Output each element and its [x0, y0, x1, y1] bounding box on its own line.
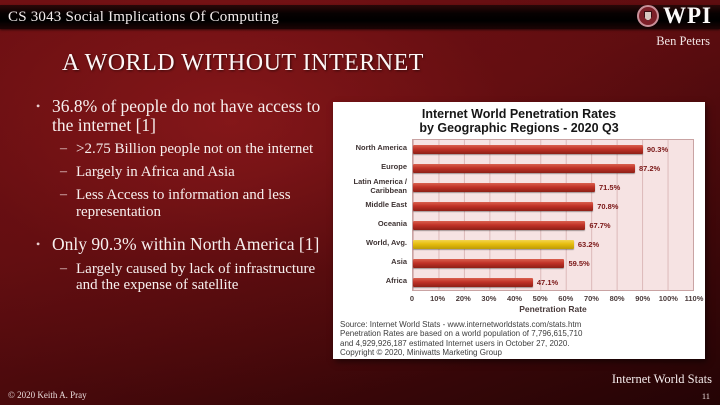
chart-category-label: Latin America / Caribbean [353, 177, 408, 195]
chart-bar [413, 278, 533, 287]
chart-bar-value-label: 63.2% [577, 240, 600, 249]
chart-bar-row: 47.1% [413, 273, 693, 292]
chart-bar [413, 164, 635, 173]
sub-bullet-item: – Largely caused by lack of infrastructur… [60, 261, 336, 293]
chart-bar [413, 259, 565, 268]
chart-x-tick-label: 30% [481, 294, 497, 303]
chart-x-tick-label: 70% [583, 294, 599, 303]
chart-category-label: Middle East [365, 200, 407, 210]
chart-bar [413, 145, 643, 154]
chart-bar [413, 202, 594, 211]
sub-bullet-item: – Largely in Africa and Asia [60, 164, 336, 180]
dash-marker-icon: – [60, 187, 67, 203]
chart-bar [413, 221, 586, 230]
chart-source-line: and 4,929,926,187 estimated Internet use… [340, 338, 570, 348]
chart: Internet World Penetration Rates by Geog… [333, 102, 705, 359]
chart-source-line: Source: Internet World Stats - www.inter… [340, 320, 582, 329]
chart-x-axis-ticks: 0 10% 20% 30% 40% 50% 60% 70% 80% 90% 100% 110% [409, 291, 703, 303]
chart-bar-value-label: 87.2% [638, 164, 661, 173]
chart-bar-value-label: 90.3% [646, 145, 669, 154]
wpi-logo-text: WPI [663, 3, 712, 28]
chart-bar-row: 70.8% [413, 197, 693, 216]
sub-bullet-text: Less Access to information and less repr… [76, 187, 291, 220]
wpi-logo: WPI [637, 3, 712, 29]
chart-bar-row: 90.3% [413, 140, 693, 159]
sub-bullet-text: Largely in Africa and Asia [76, 164, 235, 181]
chart-bar-row: 63.2% [413, 235, 693, 254]
chart-bar [413, 240, 574, 249]
chart-category-label: World, Avg. [366, 238, 407, 248]
course-title: CS 3043 Social Implications Of Computing [8, 9, 279, 25]
dash-marker-icon: – [60, 164, 67, 180]
chart-title: Internet World Penetration Rates [421, 107, 617, 121]
page-number: 11 [701, 391, 710, 401]
chart-bar [413, 183, 595, 192]
chart-source-text: Source: Internet World Stats - www.inter… [340, 320, 698, 358]
chart-bar-value-label: 59.5% [568, 259, 590, 268]
chart-x-tick-label: 100% [658, 294, 678, 303]
chart-category-label: Asia [391, 257, 407, 267]
dash-marker-icon: – [60, 260, 67, 276]
chart-x-tick-label: 40% [507, 294, 523, 303]
author-name: Ben Peters [656, 34, 710, 48]
chart-x-axis-label: Penetration Rate [519, 304, 587, 314]
dash-marker-icon: – [60, 141, 67, 157]
chart-subtitle: by Geographic Regions - 2020 Q3 [419, 121, 619, 135]
footer-source-label: Internet World Stats [611, 372, 712, 386]
chart-bar-row: 67.7% [413, 216, 693, 235]
chart-category-label: Africa [385, 276, 407, 286]
chart-bar-row: 71.5% [413, 178, 693, 197]
chart-x-tick-label: 50% [532, 294, 548, 303]
chart-x-tick-label: 20% [455, 294, 471, 303]
chart-plot-area: 90.3% 87.2% 71.5% 70.8% 67.7% 63.2% 59.5% 47.1% [412, 139, 694, 291]
chart-bar-row: 87.2% [413, 159, 693, 178]
chart-category-label: Europe [381, 162, 407, 172]
bullet-marker-icon: • [36, 99, 41, 113]
chart-bar-value-label: 47.1% [536, 278, 559, 287]
chart-bar-value-label: 67.7% [589, 221, 611, 230]
chart-source-line: Penetration Rates are based on a world p… [340, 329, 583, 339]
chart-x-tick-label: 60% [558, 294, 574, 303]
wpi-seal-icon [637, 5, 659, 27]
chart-x-tick-label: 0 [409, 294, 415, 303]
chart-plot-grid: North America Europe Latin America / Carib… [340, 139, 703, 314]
sub-bullet-item: – >2.75 Billion people not on the interne… [60, 141, 336, 157]
chart-x-tick-label: 10% [430, 294, 446, 303]
chart-source-line: Copyright © 2020, Miniwatts Marketing Gr… [340, 348, 502, 358]
footer-copyright: © 2020 Keith A. Pray [8, 390, 87, 400]
chart-x-tick-label: 90% [635, 294, 651, 303]
bullet-marker-icon: • [36, 236, 41, 251]
bullet-item: • 36.8% of people do not have access to t… [36, 97, 336, 134]
shield-icon [644, 11, 652, 21]
chart-bar-value-label: 71.5% [599, 183, 621, 192]
chart-bar-row: 59.5% [413, 254, 693, 273]
sub-bullet-text: Largely caused by lack of infrastructure… [76, 260, 316, 294]
bullet-text: Only 90.3% within North America [1] [52, 233, 320, 254]
chart-category-label: Oceania [377, 219, 407, 229]
bullet-list: • 36.8% of people do not have access to t… [36, 97, 336, 300]
chart-x-tick-label: 80% [609, 294, 625, 303]
header-bar: CS 3043 Social Implications Of Computing [0, 5, 720, 29]
sub-bullet-item: – Less Access to information and less rep… [60, 187, 336, 219]
slide-title: A WORLD WITHOUT INTERNET [62, 50, 424, 76]
chart-category-label: North America [355, 143, 407, 153]
sub-bullet-text: >2.75 Billion people not on the internet [76, 141, 314, 158]
chart-category-labels: North America Europe Latin America / Carib… [340, 139, 412, 291]
bullet-item: • Only 90.3% within North America [1] [36, 235, 336, 254]
bullet-text: 36.8% of people do not have access to th… [52, 96, 321, 135]
chart-bar-value-label: 70.8% [597, 202, 619, 211]
chart-x-tick-label: 110% [684, 294, 704, 303]
